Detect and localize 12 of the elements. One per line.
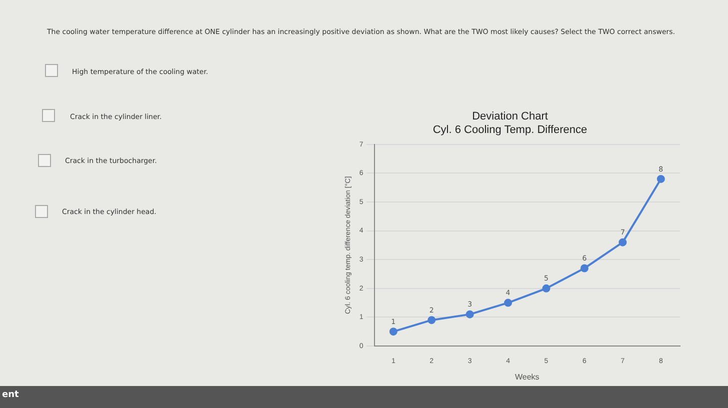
chart-subtitle: Cyl. 6 Cooling Temp. Difference [432,124,588,136]
point [504,298,512,307]
point [580,264,588,272]
x-axis-title: Weeks [514,372,540,382]
point [656,174,665,183]
chart-title: Deviation Chart [472,110,548,123]
point [618,238,627,246]
point [428,316,436,324]
text: ent [2,390,19,400]
point [389,328,398,336]
point [466,310,474,318]
point [542,284,550,292]
